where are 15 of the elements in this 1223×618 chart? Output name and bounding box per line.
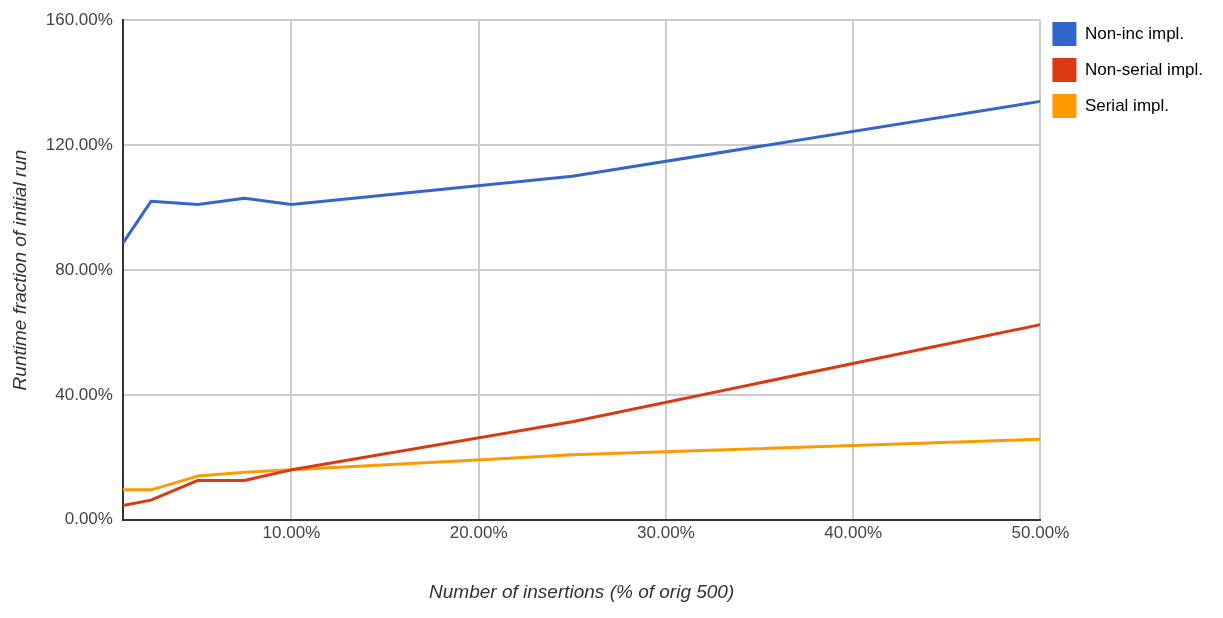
- x-tick-label: 20.00%: [449, 522, 508, 542]
- y-tick-label: 40.00%: [55, 384, 113, 404]
- y-tick-label: 120.00%: [45, 134, 113, 154]
- y-tick-label: 80.00%: [55, 259, 113, 279]
- legend-label: Non-serial impl.: [1084, 59, 1204, 79]
- legend-label: Serial impl.: [1084, 95, 1170, 115]
- y-axis-title: Runtime fraction of initial run: [8, 149, 30, 391]
- x-tick-label: 10.00%: [262, 522, 321, 542]
- x-tick-label: 50.00%: [1011, 522, 1070, 542]
- y-tick-label: 0.00%: [64, 509, 113, 529]
- legend-label: Non-inc impl.: [1084, 23, 1185, 43]
- x-tick-label: 30.00%: [637, 522, 695, 542]
- y-tick-label: 160.00%: [45, 9, 113, 29]
- x-axis-title: Number of insertions (% of orig 500): [429, 580, 735, 602]
- x-tick-label: 40.00%: [824, 522, 882, 542]
